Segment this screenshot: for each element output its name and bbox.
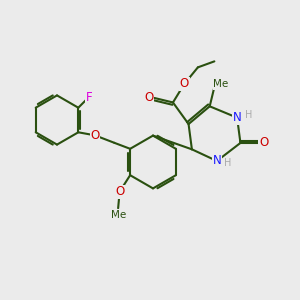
Text: Me: Me bbox=[213, 79, 228, 89]
Text: Me: Me bbox=[110, 210, 126, 220]
Text: F: F bbox=[85, 91, 92, 104]
Text: H: H bbox=[224, 158, 232, 168]
Text: N: N bbox=[212, 154, 221, 167]
Text: N: N bbox=[233, 111, 242, 124]
Text: H: H bbox=[244, 110, 252, 120]
Text: O: O bbox=[180, 77, 189, 90]
Text: O: O bbox=[259, 136, 268, 149]
Text: O: O bbox=[115, 185, 124, 198]
Text: O: O bbox=[90, 129, 99, 142]
Text: O: O bbox=[144, 92, 154, 104]
